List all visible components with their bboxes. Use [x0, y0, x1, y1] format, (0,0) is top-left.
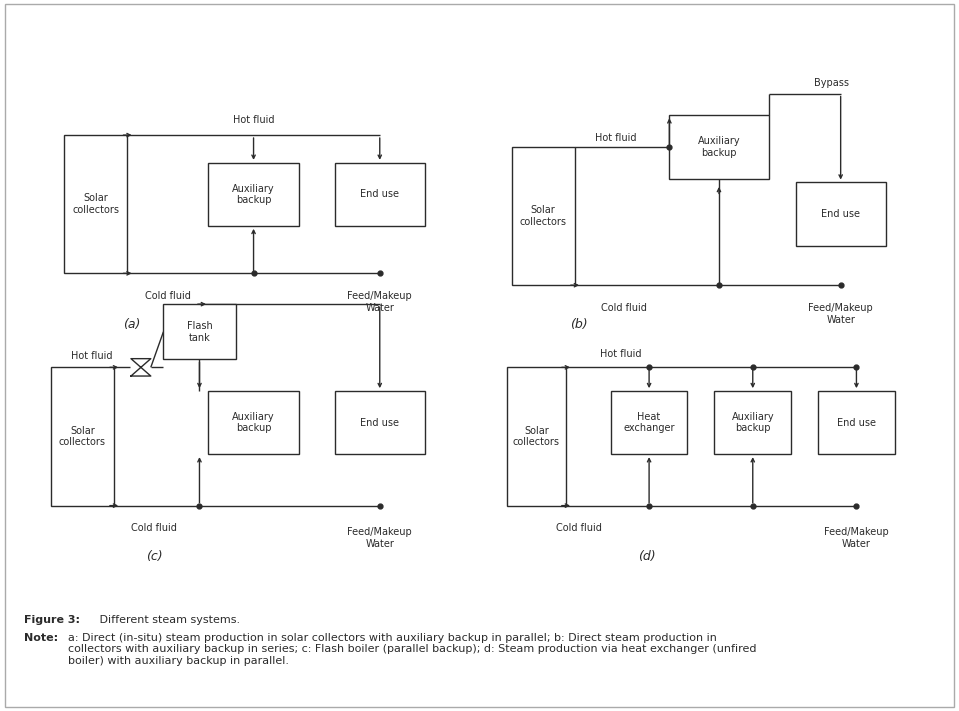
Text: Auxiliary
backup: Auxiliary backup	[232, 412, 275, 434]
Text: Feed/Makeup
Water: Feed/Makeup Water	[824, 528, 889, 549]
Text: Hot fluid: Hot fluid	[595, 133, 636, 143]
Text: (b): (b)	[571, 319, 588, 331]
Text: Cold fluid: Cold fluid	[131, 523, 177, 533]
Text: Hot fluid: Hot fluid	[233, 115, 274, 125]
Text: Solar
collectors: Solar collectors	[72, 193, 119, 215]
Text: Feed/Makeup
Water: Feed/Makeup Water	[808, 303, 873, 324]
Bar	[208, 163, 298, 226]
Bar	[611, 391, 688, 454]
Bar	[208, 391, 298, 454]
Bar	[714, 391, 791, 454]
Bar	[818, 391, 895, 454]
Text: (a): (a)	[123, 319, 141, 331]
Text: Feed/Makeup
Water: Feed/Makeup Water	[347, 291, 412, 313]
Text: Different steam systems.: Different steam systems.	[96, 615, 240, 625]
Text: Figure 3:: Figure 3:	[24, 615, 80, 625]
Bar	[64, 135, 128, 273]
Text: Auxiliary
backup: Auxiliary backup	[232, 183, 275, 205]
Text: End use: End use	[361, 189, 399, 199]
Bar	[51, 368, 114, 506]
Text: Hot fluid: Hot fluid	[71, 351, 112, 361]
Text: Solar
collectors: Solar collectors	[520, 205, 567, 227]
Text: End use: End use	[821, 209, 860, 219]
Text: Cold fluid: Cold fluid	[145, 291, 191, 301]
Bar	[796, 183, 886, 246]
Text: a: Direct (in‑situ) steam production in solar collectors with auxiliary backup i: a: Direct (in‑situ) steam production in …	[68, 633, 757, 666]
Text: Feed/Makeup
Water: Feed/Makeup Water	[347, 528, 412, 549]
Text: Bypass: Bypass	[814, 77, 849, 87]
Text: Auxiliary
backup: Auxiliary backup	[697, 136, 740, 158]
Text: Note:: Note:	[24, 633, 58, 643]
Text: (d): (d)	[638, 550, 656, 563]
Bar	[512, 147, 574, 285]
Text: End use: End use	[361, 417, 399, 427]
Bar	[669, 115, 768, 178]
Text: Cold fluid: Cold fluid	[556, 523, 602, 533]
Text: Hot fluid: Hot fluid	[600, 349, 642, 360]
Bar	[507, 368, 566, 506]
Text: Cold fluid: Cold fluid	[601, 303, 647, 313]
Text: Solar
collectors: Solar collectors	[58, 426, 105, 447]
Text: Flash
tank: Flash tank	[187, 321, 212, 343]
Text: Heat
exchanger: Heat exchanger	[623, 412, 675, 434]
Bar	[335, 163, 425, 226]
Text: (c): (c)	[146, 550, 163, 563]
Text: Solar
collectors: Solar collectors	[513, 426, 560, 447]
Text: Auxiliary
backup: Auxiliary backup	[732, 412, 774, 434]
Text: End use: End use	[837, 417, 876, 427]
Bar	[163, 304, 236, 360]
Bar	[335, 391, 425, 454]
